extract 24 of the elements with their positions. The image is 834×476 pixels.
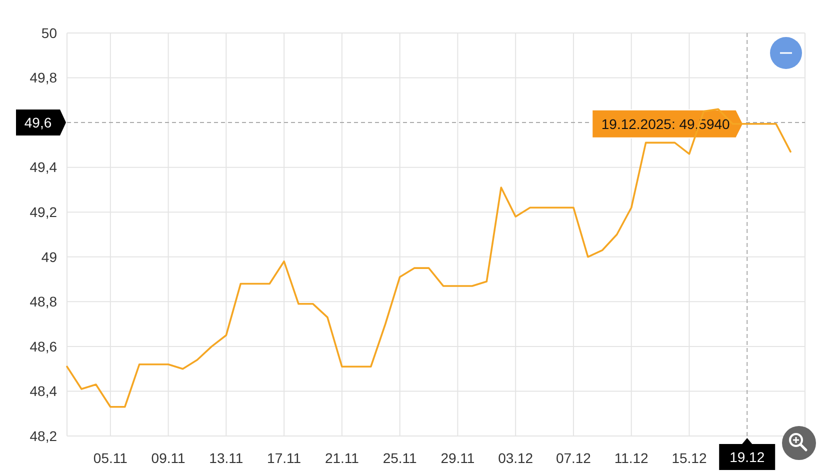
ref-line-label: 49,6 — [24, 114, 52, 130]
annotation: 19.12.2025: 49,5940 — [601, 116, 730, 132]
x-tick-label: 29.11 — [440, 450, 475, 466]
x-tick-label: 07.12 — [556, 450, 592, 466]
y-tick-label: 50 — [41, 24, 58, 41]
y-tick-label: 49,4 — [30, 159, 58, 176]
x-tick-label: 17.11 — [267, 450, 302, 466]
ref-line-label: 19.12 — [730, 448, 765, 465]
x-tick-label: 05.11 — [93, 450, 128, 466]
x-tick-label: 11.12 — [614, 450, 649, 466]
line-series — [66, 108, 792, 408]
x-tick-label: 25.11 — [382, 450, 418, 466]
y-tick-label: 49,2 — [30, 204, 58, 220]
x-tick-label: 09.11 — [151, 450, 186, 466]
y-tick-label: 49 — [41, 248, 58, 265]
y-tick-label: 48,6 — [30, 338, 58, 354]
x-tick-label: 13.11 — [209, 450, 244, 466]
y-tick-label: 48,4 — [30, 383, 58, 400]
x-tick-label: 21.11 — [324, 450, 360, 466]
x-tick-label: 03.12 — [498, 450, 534, 466]
y-tick-label: 48,8 — [30, 294, 58, 310]
y-tick-label: 49,8 — [30, 70, 58, 86]
x-tick-label: 15.12 — [672, 450, 707, 466]
y-tick-label: 48,2 — [30, 428, 58, 444]
